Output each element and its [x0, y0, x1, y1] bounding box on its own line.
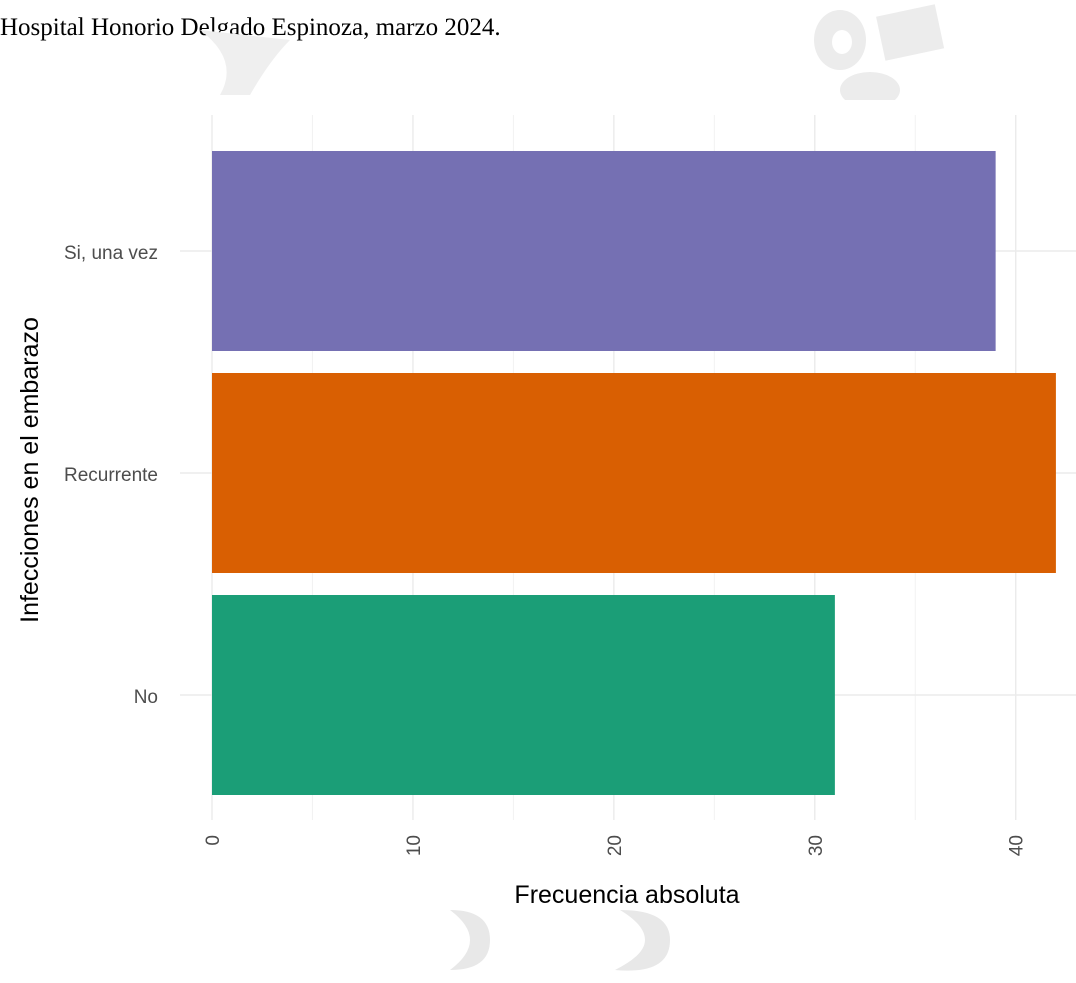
y-axis-label: Infecciones en el embarazo: [16, 317, 44, 623]
watermark-seal-bottom: [450, 910, 670, 971]
bar-no: [212, 595, 835, 795]
x-axis-label: Frecuencia absoluta: [514, 881, 739, 909]
x-tick-label: 40: [1007, 835, 1028, 856]
bar-si-una-vez: [212, 151, 996, 351]
y-tick-label: No: [134, 687, 158, 708]
watermark-seal-top: [814, 4, 945, 100]
bar-layer: [212, 151, 1056, 795]
x-tick-label: 10: [404, 835, 425, 856]
x-tick-label: 20: [605, 835, 626, 856]
watermark-seal-top-left: [200, 30, 290, 95]
bar-recurrente: [212, 373, 1056, 573]
chart-svg: No Recurrente Si, una vez 0 10 20 30 40 Frecuen…: [16, 115, 1076, 909]
x-tick-label: 0: [203, 835, 224, 846]
x-tick-label: 30: [806, 835, 827, 856]
y-tick-label: Recurrente: [64, 465, 158, 486]
bar-chart: No Recurrente Si, una vez 0 10 20 30 40 Frecuen…: [0, 100, 1076, 920]
axis-layer: No Recurrente Si, una vez 0 10 20 30 40: [64, 243, 1028, 856]
y-tick-label: Si, una vez: [64, 243, 158, 264]
